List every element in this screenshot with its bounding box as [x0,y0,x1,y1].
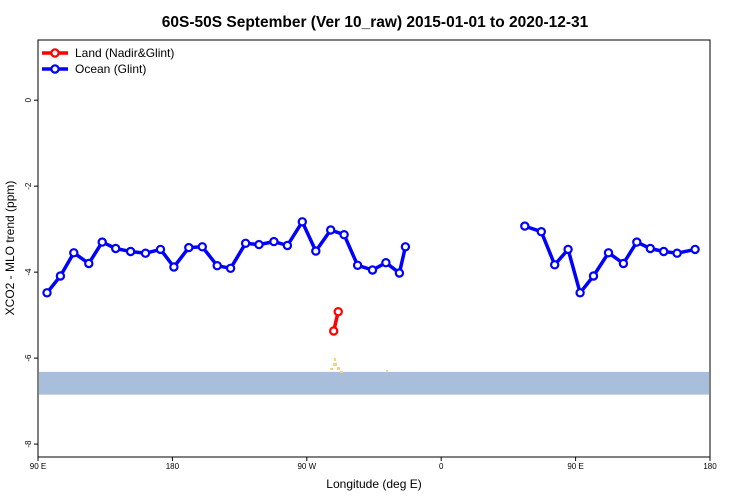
y-tick-label: -2 [24,182,33,190]
data-point [588,271,599,281]
data-point [632,237,642,247]
data-point [282,240,293,251]
legend-swatch-marker [50,64,60,74]
data-point [169,262,179,272]
data-point [225,263,236,273]
land-speckle [337,367,340,370]
data-point [536,226,547,237]
x-tick-label: 0 [439,462,444,471]
land-speckle [330,368,333,370]
data-point [42,288,52,298]
data-point [97,237,107,247]
x-axis: 90 E 180 90 W 0 90 E 180 [30,457,717,471]
land-speckles [330,358,388,373]
data-point [339,229,349,240]
legend-label: Ocean (Glint) [75,62,146,76]
data-point [659,246,669,257]
x-axis-label: Longitude (deg E) [326,477,421,491]
x-tick-label: 90 E [567,462,583,471]
data-point [212,261,222,271]
data-point [618,258,629,269]
land-speckle [386,370,388,372]
y-tick-label: -6 [24,354,33,362]
data-point [84,258,94,269]
data-point [690,244,700,255]
series-line [524,224,696,295]
plot-area [39,217,709,395]
y-axis: 0 -2 -4 -6 -8 [24,97,38,448]
series-line [45,220,408,294]
data-point [645,243,656,254]
data-point [155,244,166,255]
x-tick-label: 180 [703,462,717,471]
series-0 [329,307,343,336]
data-point [240,238,251,248]
x-tick-label: 90 W [297,462,316,471]
legend-swatch-marker [50,48,60,58]
data-point [400,242,411,252]
chart-title: 60S-50S September (Ver 10_raw) 2015-01-0… [162,14,589,31]
data-point [269,236,279,247]
y-tick-label: -8 [24,440,33,448]
plot-frame [37,39,711,458]
legend: Land (Nadir&Glint) Ocean (Glint) [42,46,174,76]
data-point [55,271,66,281]
y-tick-label: 0 [24,97,33,102]
series-1 [42,217,700,298]
land-speckle [340,371,343,373]
data-point [326,225,336,235]
data-point [254,239,264,250]
data-point [367,265,378,275]
x-tick-label: 90 E [30,462,46,471]
data-point [184,242,194,253]
data-point [520,221,530,231]
data-point [550,260,560,270]
land-speckle [334,358,336,361]
data-point [125,246,136,257]
data-point [603,248,614,258]
data-point [575,288,585,298]
data-point [563,244,573,255]
x-tick-label: 180 [166,462,180,471]
data-point [140,248,151,258]
data-point [297,217,307,227]
data-point [352,260,363,270]
data-point [333,307,343,317]
background-band [39,371,709,395]
legend-item: Land (Nadir&Glint) [42,46,174,60]
data-point [329,326,339,336]
data-point [394,268,405,278]
data-point [69,248,79,258]
legend-item: Ocean (Glint) [42,62,146,76]
data-point [311,246,321,256]
y-tick-label: -4 [24,268,33,276]
y-axis-label: XCO2 - MLO trend (ppm) [3,181,17,316]
data-point [110,243,121,254]
data-point [381,258,391,268]
legend-label: Land (Nadir&Glint) [75,46,174,60]
data-point [672,248,682,258]
land-speckle [333,363,337,366]
data-point [197,242,207,252]
